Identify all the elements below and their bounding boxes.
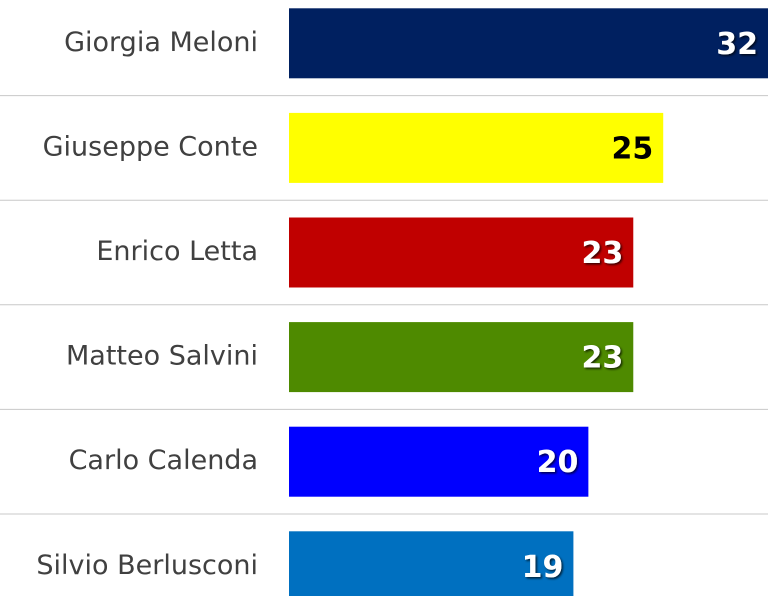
category-label: Giuseppe Conte: [43, 131, 258, 162]
bar: [289, 217, 634, 288]
category-label: Silvio Berlusconi: [36, 550, 258, 581]
data-label: 32: [716, 27, 758, 62]
data-label: 19: [522, 550, 564, 585]
category-label: Carlo Calenda: [69, 445, 258, 476]
bar: [289, 8, 768, 79]
category-label: Enrico Letta: [96, 236, 258, 267]
bar: [289, 426, 589, 497]
category-label: Matteo Salvini: [66, 341, 258, 372]
category-label: Giorgia Meloni: [64, 27, 258, 58]
data-label: 20: [537, 445, 579, 480]
data-label: 25: [611, 131, 653, 166]
data-label: 23: [582, 341, 624, 376]
bar: [289, 112, 664, 183]
bar: [289, 531, 574, 596]
data-label: 23: [582, 236, 624, 271]
bar: [289, 322, 634, 393]
